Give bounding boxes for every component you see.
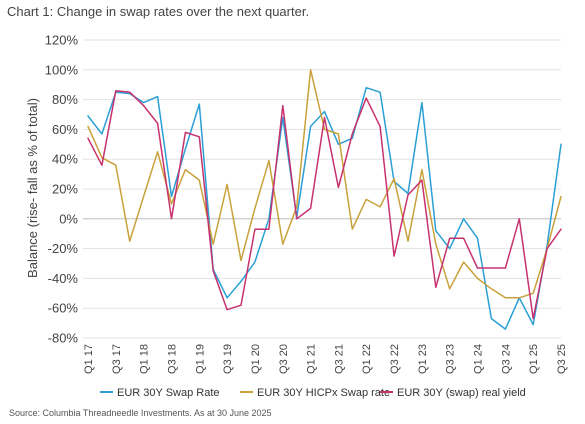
y-tick-label: -40% — [48, 271, 79, 286]
x-tick-label: Q3 25 — [556, 344, 568, 374]
x-tick-label: Q3 18 — [166, 344, 178, 374]
y-tick-label: 60% — [52, 122, 78, 137]
legend-label: EUR 30Y (swap) real yield — [397, 387, 526, 399]
x-tick-label: Q1 24 — [473, 344, 485, 374]
x-tick-label: Q1 23 — [417, 344, 429, 374]
series-line-1 — [87, 86, 562, 330]
x-tick-label: Q3 19 — [222, 344, 234, 374]
y-axis-title: Balance (rise- fall as % of total) — [25, 98, 40, 278]
x-tick-label: Q3 17 — [111, 344, 123, 374]
y-tick-label: 80% — [52, 92, 78, 107]
x-tick-label: Q1 19 — [194, 344, 206, 374]
x-tick-label: Q3 20 — [278, 344, 290, 374]
y-axis-ticks: 120% 100% 80% 60% 40% 20% 0% -20% -40% -60% -80% — [45, 33, 79, 346]
y-tick-label: -80% — [48, 331, 79, 346]
x-tick-label: Q3 24 — [500, 344, 512, 374]
x-tick-label: Q3 22 — [389, 344, 401, 374]
line-chart: 120% 100% 80% 60% 40% 20% 0% -20% -40% -60% -80% Q… — [25, 33, 568, 400]
x-axis-ticks: Q1 17 Q3 17 Q1 18 Q3 18 Q1 19 Q3 19 Q1 20 Q3 20… — [83, 344, 568, 374]
legend-label: EUR 30Y HICPx Swap rate — [257, 387, 390, 399]
y-tick-label: 20% — [52, 182, 78, 197]
y-tick-label: 0% — [59, 211, 78, 226]
x-tick-label: Q1 17 — [83, 344, 95, 374]
y-tick-label: 40% — [52, 152, 78, 167]
y-tick-label: -60% — [48, 301, 79, 316]
chart-source-note: Source: Columbia Threadneedle Investment… — [9, 408, 272, 418]
series-lines — [87, 69, 562, 330]
chart-title: Chart 1: Change in swap rates over the n… — [7, 4, 310, 19]
y-tick-label: 120% — [45, 33, 79, 48]
legend: EUR 30Y Swap Rate EUR 30Y HICPx Swap rate… — [100, 387, 526, 399]
x-tick-label: Q1 22 — [361, 344, 373, 374]
gridlines — [83, 39, 561, 339]
x-tick-label: Q1 18 — [139, 344, 151, 374]
legend-label: EUR 30Y Swap Rate — [117, 387, 220, 399]
x-tick-label: Q3 23 — [445, 344, 457, 374]
series-line-3 — [87, 89, 562, 320]
x-tick-label: Q1 25 — [528, 344, 540, 374]
x-tick-label: Q1 20 — [250, 344, 262, 374]
y-tick-label: -20% — [48, 241, 79, 256]
x-tick-label: Q3 21 — [333, 344, 345, 374]
x-tick-label: Q1 21 — [306, 344, 318, 374]
y-tick-label: 100% — [45, 62, 79, 77]
